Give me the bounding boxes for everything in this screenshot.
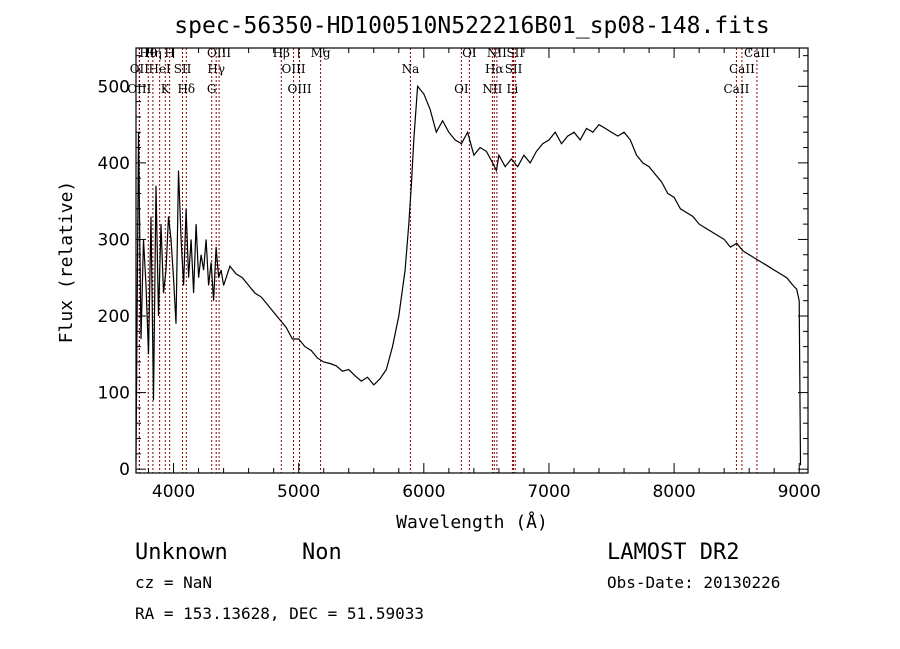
x-tick-label: 7000 — [527, 482, 570, 502]
line-label: K — [161, 82, 171, 96]
line-label: SII — [174, 62, 192, 76]
y-tick-label: 400 — [98, 154, 130, 174]
obs-date: Obs-Date: 20130226 — [607, 573, 780, 592]
object-class: Unknown — [135, 540, 228, 565]
line-label: G — [207, 82, 217, 96]
redshift-cz: cz = NaN — [135, 573, 212, 592]
line-label: Li — [507, 82, 519, 96]
line-label: SII — [505, 62, 523, 76]
line-label: OI — [454, 82, 469, 96]
line-label: CaII — [724, 82, 750, 96]
y-tick-label: 500 — [98, 77, 130, 97]
line-label: Hδ — [177, 82, 195, 96]
x-axis-ticks: 4000 5000 6000 7000 8000 9000 — [149, 48, 821, 502]
chart-title: spec-56350-HD100510N522216B01_sp08-148.f… — [174, 13, 769, 39]
x-tick-label: 8000 — [652, 482, 695, 502]
line-label: HeI — [148, 62, 171, 76]
x-tick-label: 4000 — [152, 482, 195, 502]
x-tick-label: 9000 — [778, 482, 821, 502]
y-tick-label: 0 — [119, 460, 130, 480]
survey-name: LAMOST DR2 — [607, 540, 739, 565]
line-label: CaII — [729, 62, 755, 76]
line-label: Hγ — [207, 62, 225, 76]
spectrum-line — [136, 86, 801, 465]
y-axis-label: Flux (relative) — [56, 181, 77, 344]
line-label: OIII — [127, 82, 151, 96]
object-subclass: Non — [302, 540, 342, 565]
x-axis-label: Wavelength (Å) — [396, 511, 548, 533]
line-markers — [139, 48, 757, 473]
plot-frame — [136, 48, 808, 473]
line-label: Na — [402, 62, 420, 76]
line-label: OIII — [288, 82, 312, 96]
x-tick-label: 6000 — [402, 482, 445, 502]
line-label: Hα — [485, 62, 504, 76]
x-tick-label: 5000 — [277, 482, 320, 502]
y-tick-label: 300 — [98, 230, 130, 250]
line-label: OIII — [282, 62, 306, 76]
y-tick-label: 100 — [98, 384, 130, 404]
line-label: OII — [130, 62, 150, 76]
y-tick-label: 200 — [98, 307, 130, 327]
line-label: NII — [482, 82, 502, 96]
ra-dec: RA = 153.13628, DEC = 51.59033 — [135, 604, 424, 623]
